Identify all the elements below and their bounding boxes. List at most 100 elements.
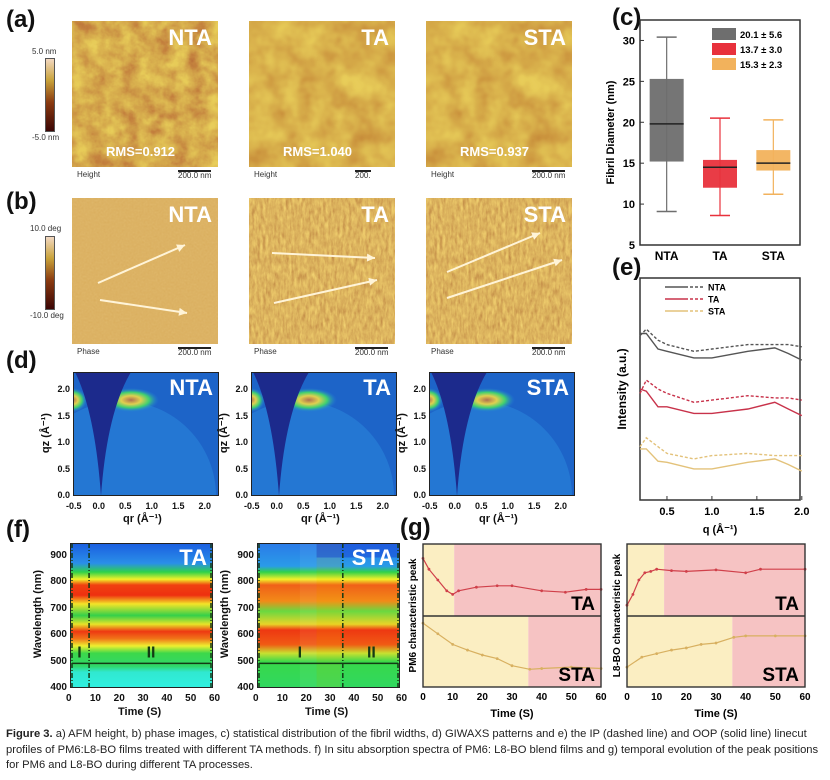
y-tick: 0.0 [57,490,70,500]
y-axis-label: Fibril Diameter (nm) [605,80,617,184]
x-axis-label: Time (S) [305,706,349,718]
y-tick-label: 10 [623,199,635,211]
x-axis-label: q (Å⁻¹) [703,523,738,536]
mode-label: Height [431,170,455,179]
scale-bar: 200.0 nm [532,170,566,180]
phase-colorbar [45,236,55,310]
y-axis-label: Wavelength (nm) [218,569,231,659]
scale-bar: 200.0 nm [178,347,212,357]
x-tick-label: 1.0 [704,506,719,518]
x-tick: 10 [89,693,101,704]
arrow-head-icon [553,258,562,267]
arrow-head-icon [366,253,375,262]
x-tick-label: 40 [740,692,752,703]
stage-1-label: I [77,644,81,661]
data-point [540,589,544,593]
giwaxs-pattern-sta [429,372,575,496]
peak-line-ta [626,568,805,606]
oop-line-nta [640,332,803,361]
y-tick: 400 [237,682,254,693]
data-point [744,634,748,638]
x-tick: -0.5 [66,501,82,511]
data-point [495,657,499,660]
afm-height-image-ta [249,21,395,167]
data-point [466,648,469,652]
x-tick-label: STA [762,249,785,263]
x-tick-label: 30 [506,692,518,703]
stage-1-region [423,616,529,687]
rms-value: RMS=0.912 [106,144,176,159]
panel-label-c: (c) [612,4,642,31]
y-tick: 1.0 [413,437,426,447]
stage-2-region [664,544,805,616]
mode-label: Phase [77,347,100,356]
arrow-head-icon [178,307,187,316]
x-tick: 2.0 [198,501,212,511]
ip-line-ta [639,379,802,404]
x-tick: 20 [113,693,125,704]
mode-label: Height [254,170,278,179]
x-tick-label: NTA [655,249,679,263]
y-tick: 400 [50,682,67,693]
x-tick-label: 40 [536,692,548,703]
y-axis-label: Wavelength (nm) [31,569,44,659]
x-tick: 60 [209,693,221,704]
stage-2-region [528,616,601,687]
x-tick-label: 0 [624,692,630,703]
data-point [714,568,718,572]
y-tick: 600 [237,629,254,640]
x-axis-label: Time (S) [694,708,738,720]
x-tick: 30 [137,693,149,704]
data-point [655,567,659,571]
y-tick: 900 [50,549,67,561]
sample-tag: TA [571,594,595,615]
legend-label: 20.1 ± 5.6 [740,30,782,41]
y-axis-label: qz (Å⁻¹) [217,413,230,454]
orientation-arrow [99,299,188,314]
data-point [457,589,460,593]
data-point [436,632,440,636]
x-tick: 1.5 [350,501,363,511]
x-tick: 60 [396,693,408,704]
x-tick: 1.5 [528,501,541,511]
x-tick: 50 [372,693,384,704]
y-tick: 700 [237,602,254,614]
y-tick: 800 [237,576,254,587]
y-tick: 700 [50,602,67,614]
x-tick: 2.0 [376,501,390,511]
x-axis-label: Time (S) [490,708,534,720]
data-point [773,634,777,638]
legend-label: TA [708,295,720,305]
data-point [528,667,532,671]
x-tick-label: 2.0 [794,506,809,518]
y-tick: 0.5 [235,463,248,474]
panel-label-d: (d) [6,347,37,374]
x-tick: 0.5 [297,501,310,511]
orientation-arrow [446,259,563,299]
y-tick: 1.5 [235,410,248,421]
legend-swatch [712,43,736,55]
x-axis-label: Time (S) [118,706,162,718]
sample-tag: NTA [168,202,212,227]
panel-label-f: (f) [6,516,30,543]
ip-line-sta [639,436,802,460]
data-point [540,667,544,670]
stage-1-region [627,544,665,616]
giwaxs-pattern-ta [251,372,397,496]
phase-scale-min: -10.0 deg [30,311,64,320]
afm-height-image-sta [426,21,572,167]
legend-label: NTA [708,283,726,293]
x-tick-label: 60 [595,692,607,703]
peak-position-evolution: TA STA 0 10 20 30 40 50 60 Time (S) PM6 characteri… [408,543,811,720]
data-point [495,584,499,588]
legend-swatch [712,58,736,70]
x-tick: 0 [66,693,72,704]
stage-2-region [454,544,601,616]
sample-tag: TA [363,375,391,400]
y-tick: 0.0 [413,490,426,500]
x-tick-label: TA [712,249,727,263]
orientation-arrow [273,279,378,304]
data-point [699,643,703,646]
data-point [480,653,484,657]
